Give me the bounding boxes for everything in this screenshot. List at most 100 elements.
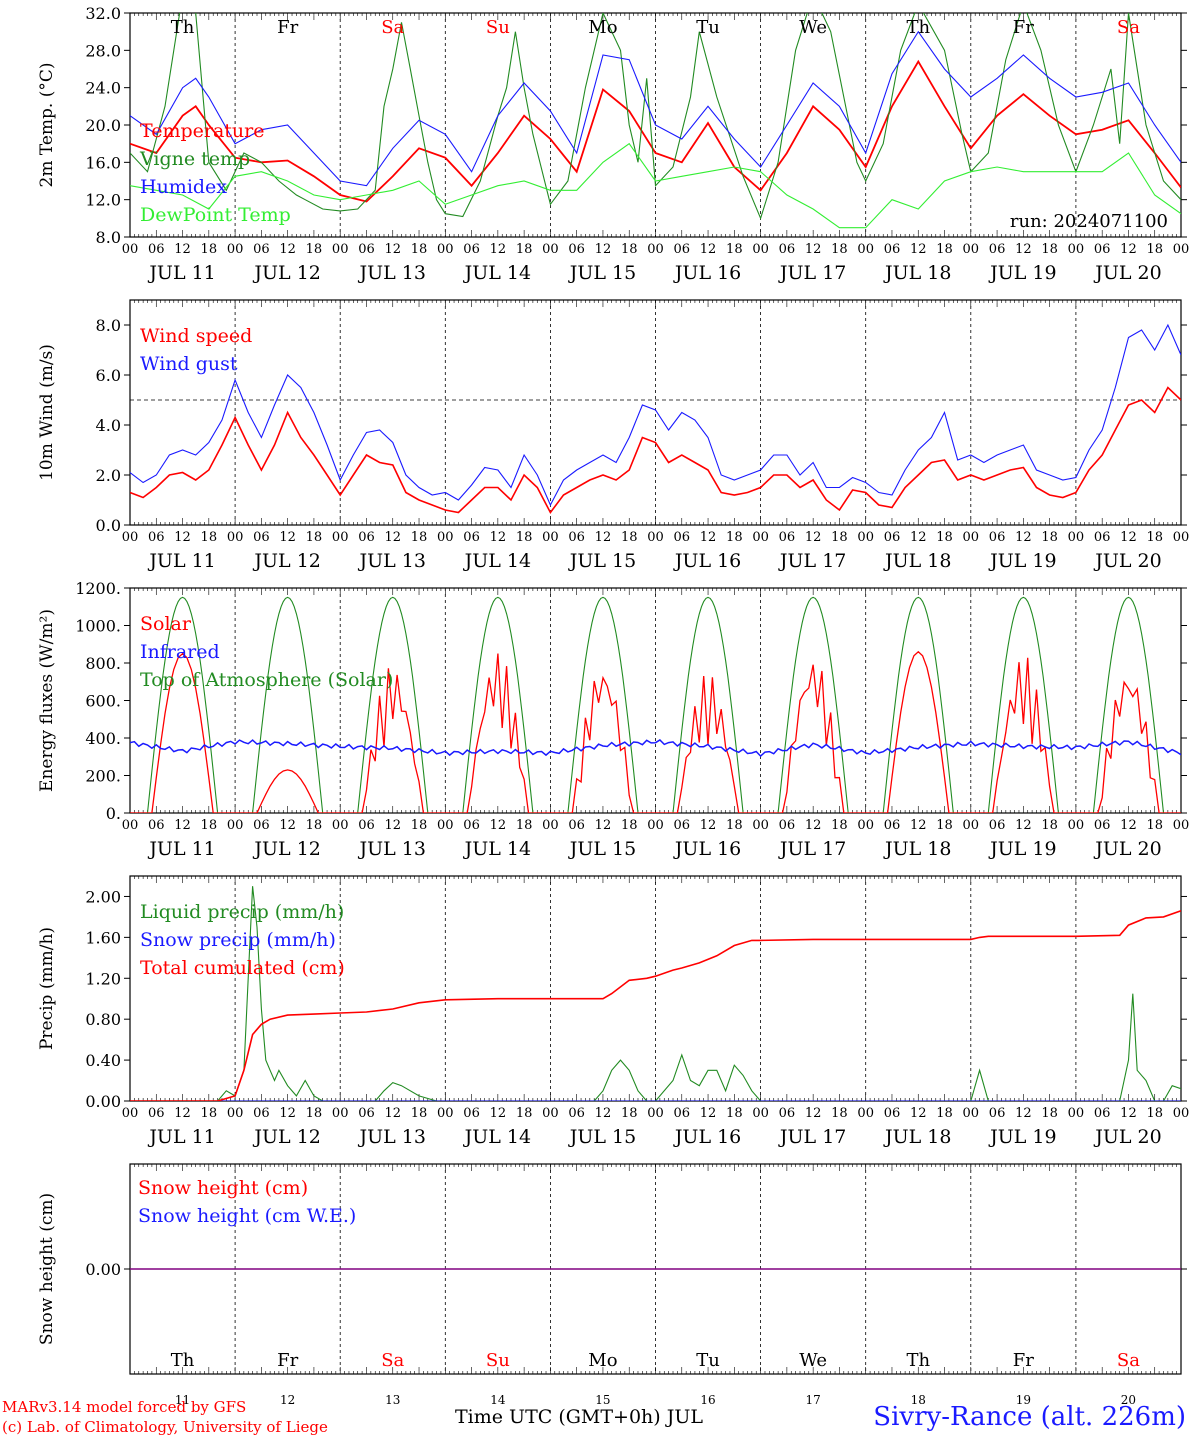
weekday-label: Tu <box>696 17 720 38</box>
x-tick-label: 12 <box>700 242 717 257</box>
legend-entry: Total cumulated (cm) <box>140 957 345 979</box>
date-label: JUL 15 <box>568 550 636 572</box>
y-tick-label: 6.0 <box>96 366 121 385</box>
x-tick-label: 12 <box>910 1106 927 1121</box>
x-tick-label: 00 <box>752 818 769 833</box>
x-tick-label: 12 <box>805 1106 822 1121</box>
weekday-label: Th <box>171 17 195 38</box>
panel-5: 0.00 Snow height (cm) Th 11 Fr 12 Sa 13 Su 14 Mo 15… <box>37 1163 1187 1407</box>
date-label: JUL 14 <box>463 262 531 284</box>
y-tick-label: 0. <box>106 804 121 823</box>
x-tick-label: 06 <box>674 530 691 545</box>
legend-entry: Top of Atmosphere (Solar) <box>140 669 393 691</box>
x-tick-label: 00 <box>752 1106 769 1121</box>
x-tick-label: 06 <box>358 242 375 257</box>
date-label: JUL 11 <box>147 1126 215 1148</box>
x-tick-label: 18 <box>936 1106 953 1121</box>
y-tick-label: 20.0 <box>85 116 121 135</box>
x-tick-label: 06 <box>779 530 796 545</box>
x-tick-label: 18 <box>831 530 848 545</box>
x-tick-label: 06 <box>884 242 901 257</box>
day-number-label: 18 <box>911 1393 926 1407</box>
x-tick-label: 18 <box>936 242 953 257</box>
date-label: JUL 16 <box>673 262 741 284</box>
day-number-label: 11 <box>175 1393 190 1407</box>
date-label: JUL 12 <box>252 1126 320 1148</box>
x-tick-label: 12 <box>279 530 296 545</box>
x-tick-label: 06 <box>463 242 480 257</box>
x-tick-label: 00 <box>963 818 980 833</box>
x-tick-label: 00 <box>1173 242 1190 257</box>
x-tick-label: 00 <box>963 242 980 257</box>
x-tick-label: 06 <box>989 818 1006 833</box>
weekday-label: We <box>799 17 827 38</box>
x-tick-label: 06 <box>463 1106 480 1121</box>
x-tick-label: 18 <box>1146 818 1163 833</box>
x-tick-label: 12 <box>910 242 927 257</box>
x-tick-label: 12 <box>805 818 822 833</box>
y-axis-title: Snow height (cm) <box>37 1193 57 1345</box>
date-label: JUL 11 <box>147 550 215 572</box>
x-tick-label: 12 <box>490 818 507 833</box>
weekday-label: Fr <box>1013 17 1034 38</box>
y-tick-label: 0.40 <box>85 1051 121 1070</box>
x-tick-label: 00 <box>332 530 349 545</box>
date-label: JUL 17 <box>778 262 846 284</box>
panel-frame <box>129 587 1182 814</box>
x-axis-title: Time UTC (GMT+0h) JUL <box>455 1406 703 1428</box>
y-tick-label: 12.0 <box>85 191 121 210</box>
legend-entry: Humidex <box>140 176 227 198</box>
x-tick-label: 12 <box>174 530 191 545</box>
x-tick-label: 00 <box>437 242 454 257</box>
date-label: JUL 15 <box>568 1126 636 1148</box>
x-tick-label: 06 <box>779 242 796 257</box>
legend-entry: Snow height (cm W.E.) <box>138 1205 356 1227</box>
y-tick-label: 1200. <box>75 579 121 598</box>
day-number-label: 14 <box>490 1393 506 1407</box>
y-tick-label: 16.0 <box>85 153 121 172</box>
x-tick-label: 12 <box>1120 818 1137 833</box>
x-tick-label: 12 <box>595 530 612 545</box>
weekday-label: Fr <box>277 1350 298 1371</box>
x-tick-label: 00 <box>647 818 664 833</box>
x-tick-label: 18 <box>1041 1106 1058 1121</box>
x-tick-label: 18 <box>201 1106 218 1121</box>
x-tick-label: 06 <box>884 530 901 545</box>
date-label: JUL 12 <box>252 262 320 284</box>
x-tick-label: 06 <box>568 242 585 257</box>
x-tick-label: 06 <box>779 818 796 833</box>
y-tick-label: 400. <box>85 729 121 748</box>
x-tick-label: 06 <box>1094 818 1111 833</box>
x-tick-label: 00 <box>437 530 454 545</box>
x-tick-label: 06 <box>358 1106 375 1121</box>
x-tick-label: 00 <box>437 818 454 833</box>
day-number-label: 17 <box>806 1393 821 1407</box>
x-tick-label: 06 <box>1094 242 1111 257</box>
y-axis-title: 2m Temp. (°C) <box>37 62 57 187</box>
x-tick-label: 06 <box>463 530 480 545</box>
x-tick-label: 18 <box>831 242 848 257</box>
x-tick-label: 06 <box>148 818 165 833</box>
x-tick-label: 06 <box>989 1106 1006 1121</box>
x-tick-label: 18 <box>831 1106 848 1121</box>
y-tick-label: 1.60 <box>85 928 121 947</box>
y-tick-label: 2.0 <box>96 466 121 485</box>
x-tick-label: 06 <box>358 530 375 545</box>
x-tick-label: 12 <box>1015 242 1032 257</box>
legend-entry: Temperature <box>140 120 264 142</box>
credit-line-2: (c) Lab. of Climatology, University of L… <box>2 1418 328 1436</box>
x-tick-label: 00 <box>752 530 769 545</box>
day-number-label: 13 <box>385 1393 400 1407</box>
y-axis-title: Precip (mm/h) <box>37 927 57 1050</box>
x-tick-label: 12 <box>1015 530 1032 545</box>
series-vigne-temp <box>130 13 1181 220</box>
weekday-label: Th <box>906 17 930 38</box>
y-tick-label: 0.00 <box>85 1092 121 1111</box>
legend-entry: Solar <box>140 613 192 635</box>
x-tick-label: 12 <box>595 1106 612 1121</box>
y-tick-label: 4.0 <box>96 416 121 435</box>
date-label: JUL 20 <box>1093 1126 1161 1148</box>
x-tick-label: 12 <box>1015 1106 1032 1121</box>
y-tick-label: 32.0 <box>85 4 121 23</box>
legend-entry: Wind speed <box>140 325 252 347</box>
